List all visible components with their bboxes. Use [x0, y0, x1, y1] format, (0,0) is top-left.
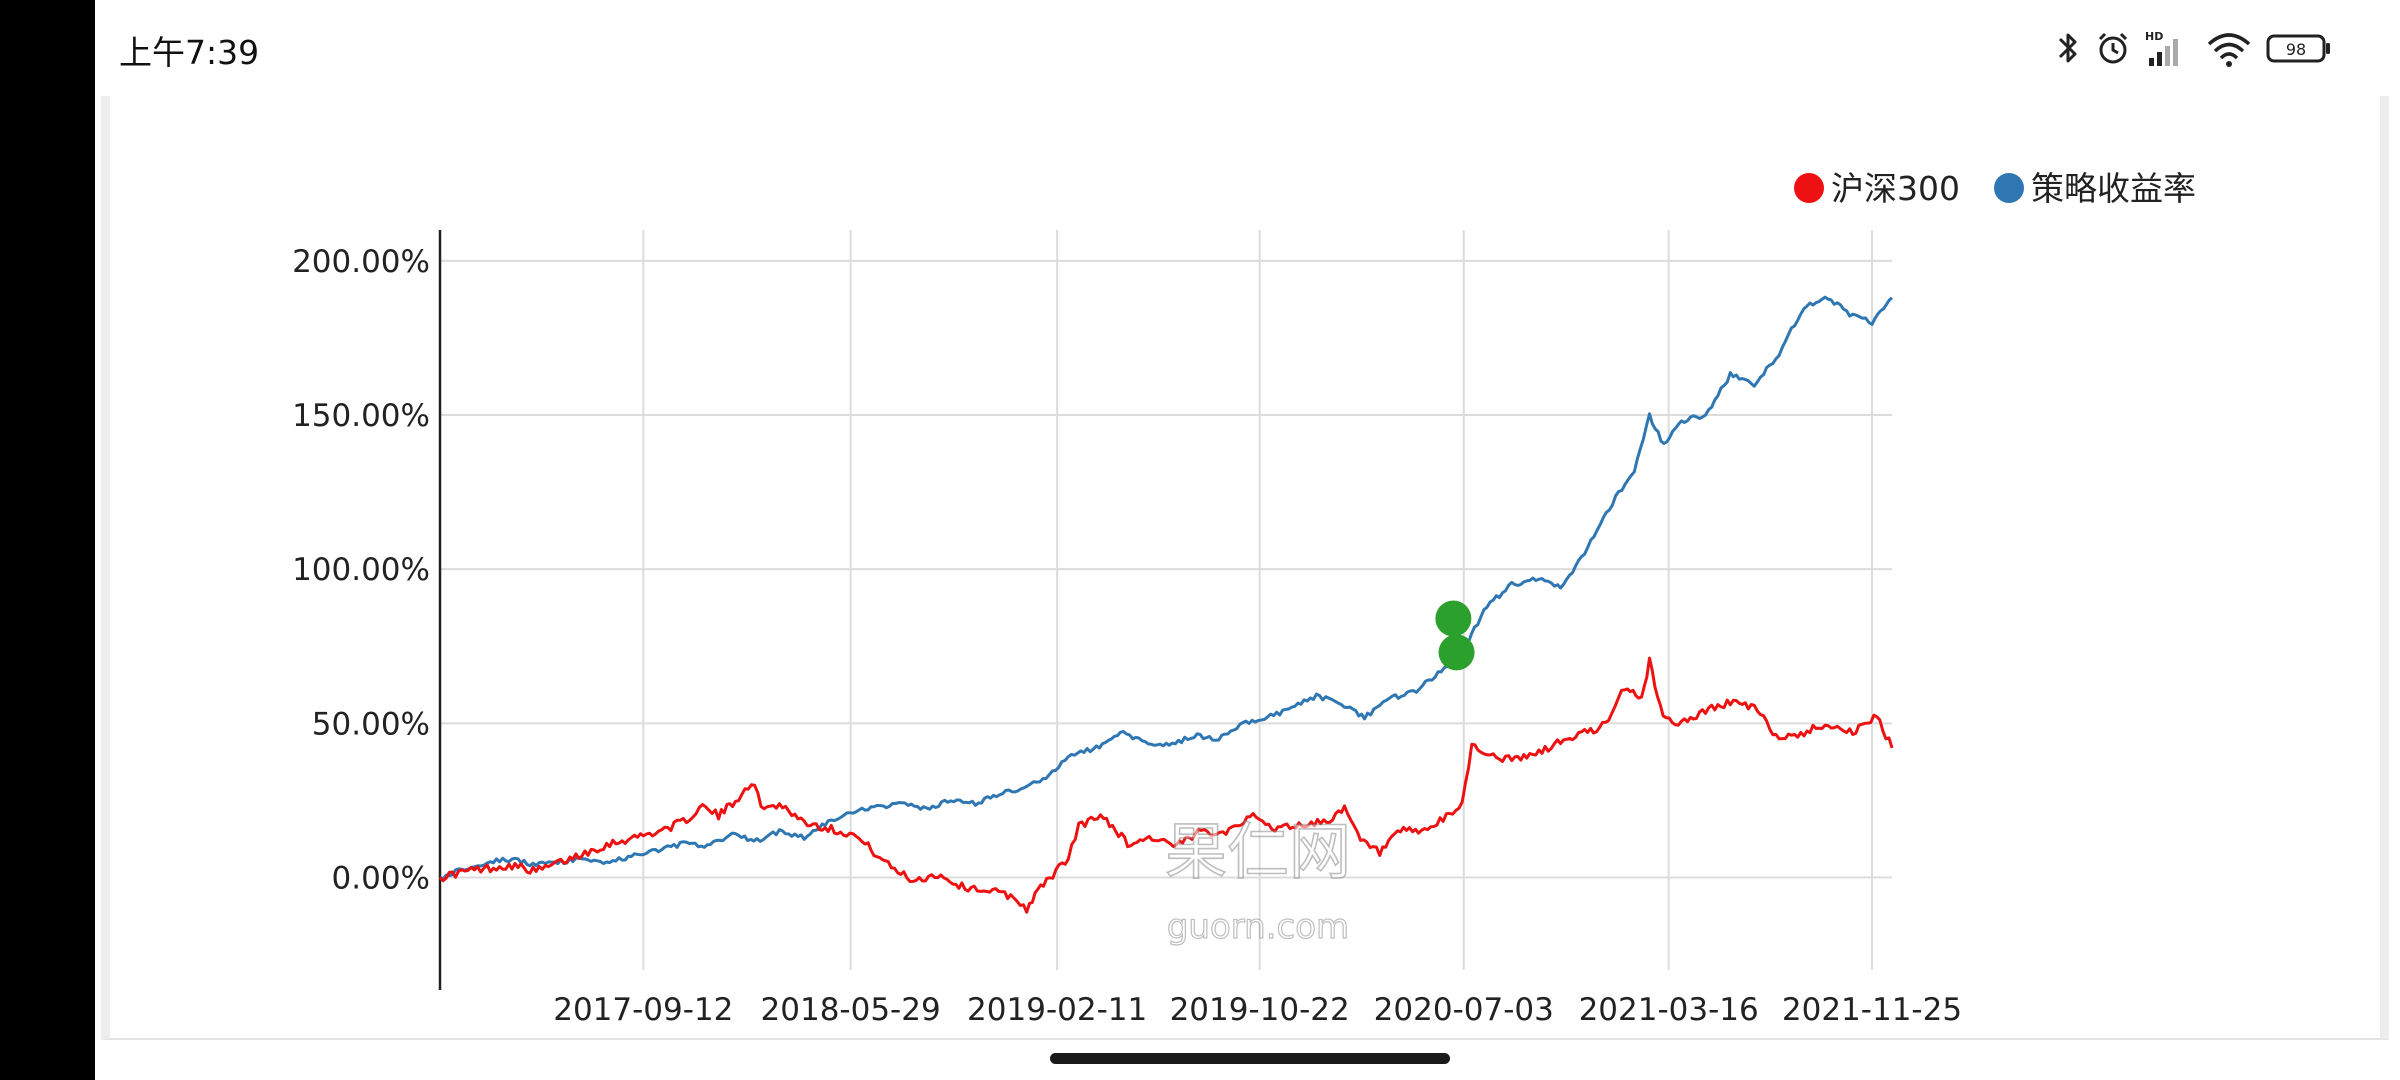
alarm-icon: [2098, 32, 2128, 64]
chart-legend: 沪深300 策略收益率: [1794, 169, 2196, 208]
phone-screen: 上午7:39 HD: [95, 0, 2400, 1080]
x-tick-label: 2020-07-03: [1374, 992, 1554, 1028]
y-tick-label: 200.00%: [292, 244, 430, 280]
y-tick-label: 50.00%: [312, 706, 430, 742]
y-tick-label: 0.00%: [332, 861, 430, 897]
legend-label-hs300: 沪深300: [1831, 169, 1960, 208]
legend-label-strategy: 策略收益率: [2031, 169, 2196, 208]
series-line-strategy: [439, 295, 1893, 881]
network-badge: HD: [2145, 30, 2163, 43]
chart-grid: [440, 230, 1892, 970]
cellular-signal-icon: HD: [2145, 30, 2178, 66]
x-tick-label: 2019-02-11: [967, 992, 1147, 1028]
highlight-marker[interactable]: [1438, 634, 1475, 671]
chart-card: 0.00% 50.00% 100.00% 150.00% 200.00% 2017-09-…: [101, 96, 2389, 1040]
y-tick-label: 100.00%: [292, 552, 430, 588]
battery-level: 98: [2286, 40, 2306, 59]
chart-axes: 0.00% 50.00% 100.00% 150.00% 200.00% 2017-09-…: [292, 230, 1962, 1028]
wifi-icon: [2207, 33, 2251, 67]
legend-swatch-hs300: [1794, 173, 1824, 203]
status-icons: HD 98: [2055, 24, 2355, 72]
returns-line-chart: 0.00% 50.00% 100.00% 150.00% 200.00% 2017-09-…: [292, 169, 2196, 1028]
highlight-marker[interactable]: [1435, 600, 1472, 637]
battery-icon: 98: [2266, 34, 2330, 63]
home-indicator[interactable]: [1050, 1053, 1450, 1064]
watermark-text-cn: 果仁网: [1165, 815, 1351, 888]
status-bar: 上午7:39 HD: [95, 0, 2400, 96]
watermark-text-url: guorn.com: [1167, 907, 1349, 947]
x-tick-label: 2021-11-25: [1782, 992, 1962, 1028]
x-tick-label: 2019-10-22: [1170, 992, 1350, 1028]
x-tick-label: 2021-03-16: [1579, 992, 1759, 1028]
watermark: 果仁网 guorn.com: [1164, 814, 1352, 947]
bluetooth-icon: [2058, 33, 2077, 63]
x-tick-label: 2017-09-12: [553, 992, 733, 1028]
series-line-hs300: [438, 656, 1894, 914]
chart-series: [438, 295, 1894, 914]
x-tick-label: 2018-05-29: [761, 992, 941, 1028]
legend-swatch-strategy: [1994, 173, 2024, 203]
chart-markers: [1435, 600, 1475, 671]
status-time: 上午7:39: [119, 33, 260, 72]
y-tick-label: 150.00%: [292, 398, 430, 434]
